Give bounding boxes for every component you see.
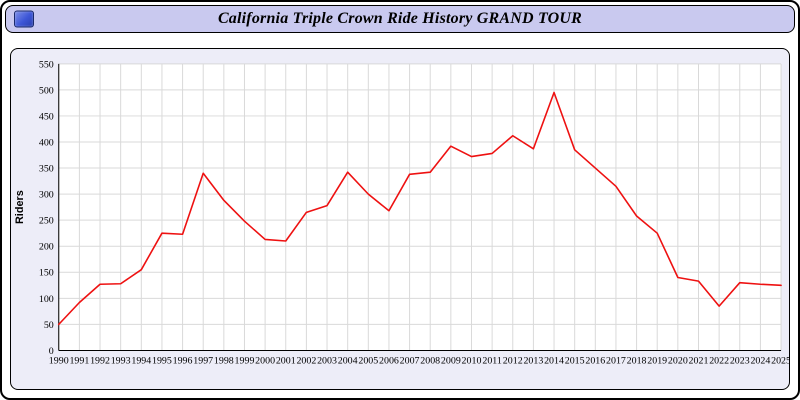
y-tick-label: 350 xyxy=(39,164,54,175)
x-tick-label: 1990 xyxy=(49,355,69,366)
x-tick-label: 2006 xyxy=(379,355,399,366)
x-tick-label: 2012 xyxy=(503,355,523,366)
x-tick-label: 2023 xyxy=(730,355,750,366)
x-tick-label: 1998 xyxy=(214,355,234,366)
x-tick-label: 2014 xyxy=(544,355,564,366)
x-tick-label: 1992 xyxy=(90,355,110,366)
x-tick-label: 2004 xyxy=(338,355,358,366)
y-tick-label: 100 xyxy=(39,294,54,305)
y-tick-label: 300 xyxy=(39,190,54,201)
y-tick-label: 0 xyxy=(49,346,54,357)
x-tick-label: 2009 xyxy=(441,355,461,366)
x-tick-label: 1994 xyxy=(131,355,151,366)
x-tick-label: 2011 xyxy=(482,355,502,366)
y-tick-label: 450 xyxy=(39,111,54,122)
y-tick-label: 150 xyxy=(39,268,54,279)
y-tick-label: 400 xyxy=(39,137,54,148)
x-tick-label: 1993 xyxy=(111,355,131,366)
x-tick-label: 2001 xyxy=(276,355,296,366)
x-tick-label: 1997 xyxy=(193,355,213,366)
x-tick-label: 2003 xyxy=(317,355,337,366)
riders-line-series xyxy=(57,91,782,326)
y-tick-label: 50 xyxy=(44,320,54,331)
x-tick-label: 1999 xyxy=(235,355,255,366)
x-tick-label: 2013 xyxy=(523,355,543,366)
page-title: California Triple Crown Ride History GRA… xyxy=(217,10,583,27)
x-tick-label: 2010 xyxy=(462,355,482,366)
y-tick-label: 500 xyxy=(39,85,54,96)
x-tick-label: 2015 xyxy=(565,355,585,366)
chart-panel: 0 50 100 150 200 250 300 350 400 450 500 550 1990 199… xyxy=(10,48,790,390)
x-tick-label: 2018 xyxy=(627,355,647,366)
x-tick-label: 2022 xyxy=(709,355,729,366)
x-tick-label: 2000 xyxy=(255,355,275,366)
app-icon xyxy=(14,10,34,28)
x-tick-label: 2017 xyxy=(606,355,626,366)
plot-area xyxy=(58,63,782,351)
x-tick-label: 2025 xyxy=(771,355,789,366)
x-tick-label: 2002 xyxy=(296,355,316,366)
x-tick-label: 2024 xyxy=(750,355,770,366)
x-tick-label: 2019 xyxy=(647,355,667,366)
x-tick-label: 2021 xyxy=(689,355,709,366)
title-bar: California Triple Crown Ride History GRA… xyxy=(5,5,795,33)
y-tick-label: 200 xyxy=(39,242,54,253)
x-tick-label: 2008 xyxy=(420,355,440,366)
x-tick-label: 2007 xyxy=(400,355,420,366)
y-tick-label: 550 xyxy=(39,59,54,70)
x-tick-label: 2016 xyxy=(585,355,605,366)
x-tick-label: 1991 xyxy=(69,355,89,366)
x-tick-label: 1995 xyxy=(152,355,172,366)
x-tick-label: 2005 xyxy=(358,355,378,366)
y-tick-label: 250 xyxy=(39,216,54,227)
x-tick-label: 1996 xyxy=(173,355,193,366)
x-tick-label: 2020 xyxy=(668,355,688,366)
y-axis-title: Riders xyxy=(14,190,26,224)
